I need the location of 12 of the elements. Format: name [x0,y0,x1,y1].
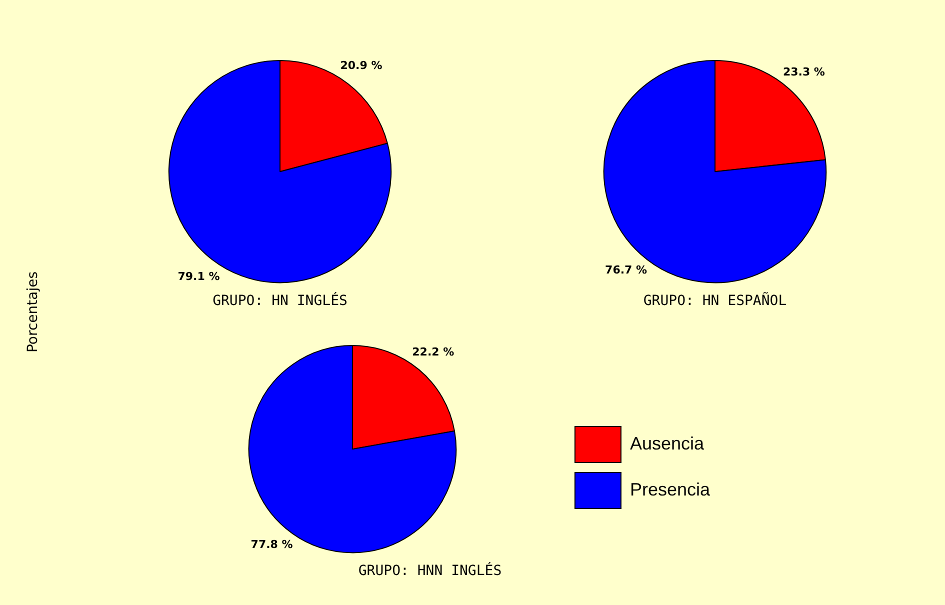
text: GRUPO: HNN INGLÉS [358,562,502,580]
data-label: 20.9 % [340,59,382,72]
text: GRUPO: HN INGLÉS [212,292,348,310]
data-label: 76.7 % [605,263,648,276]
data-label: 22.2 % [412,346,454,359]
legend-label: Ausencia [630,433,705,454]
legend-label: Presencia [630,479,711,500]
text: Porcentajes [25,271,41,353]
data-label: 77.8 % [250,538,293,552]
data-label: 79.1 % [178,270,220,283]
data-label: 23.3 % [782,65,825,78]
text: GRUPO: HN ESPAÑOL [643,292,787,310]
